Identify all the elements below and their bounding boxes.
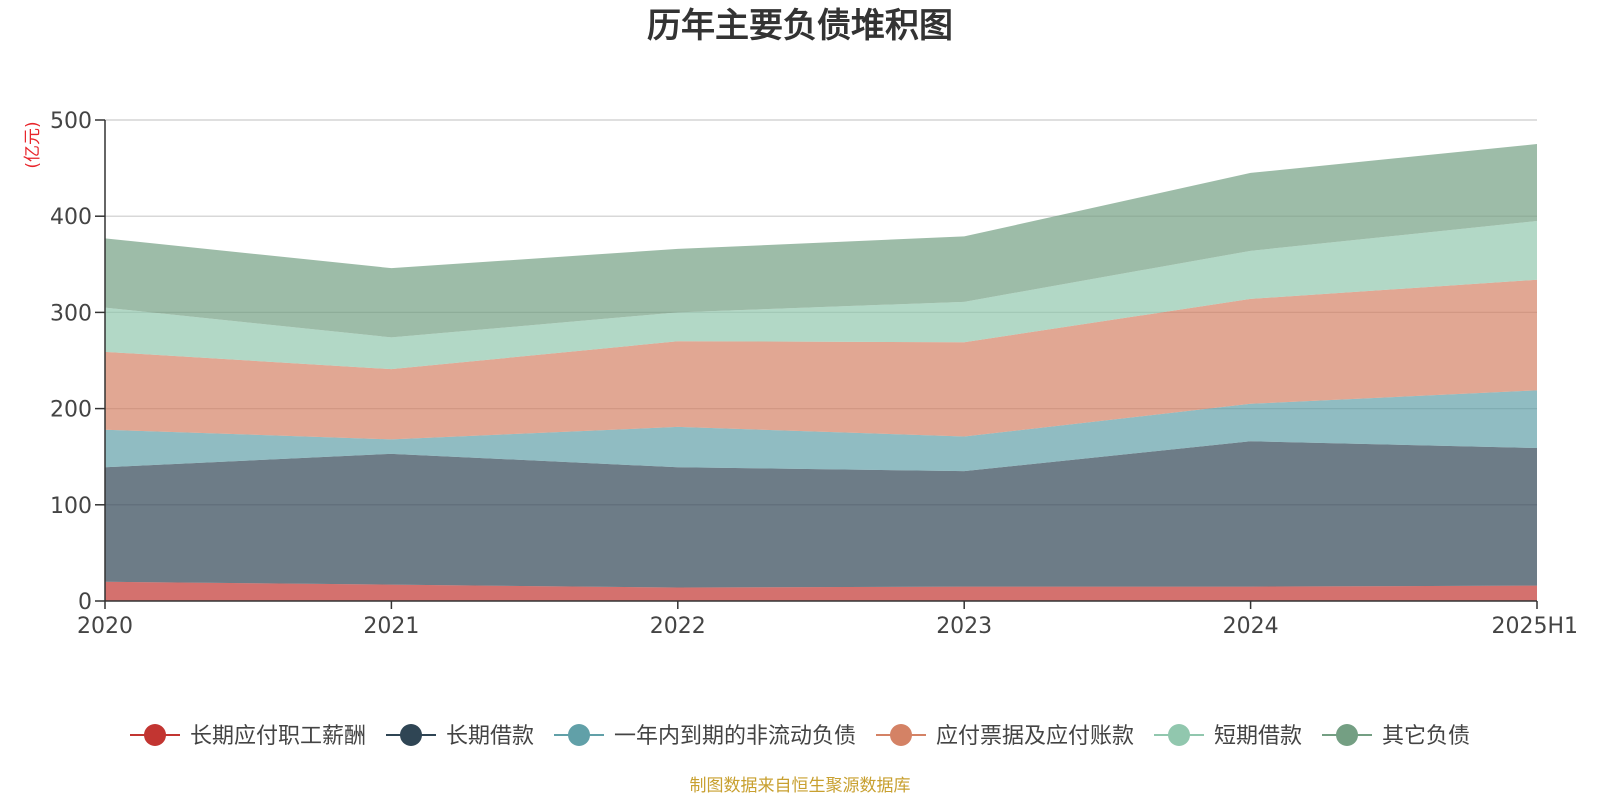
area-series-2 [105,390,1537,472]
area-series-3 [105,279,1537,440]
y-tick-label-400: 400 [50,205,92,230]
legend[interactable]: 长期应付职工薪酬 长期借款 一年内到期的非流动负债 应付票据及应付账款 短期借款 其它负债 [130,724,1470,749]
x-tick-label-2020: 2020 [77,614,133,639]
legend-item-4[interactable]: 短期借款 [1154,724,1302,749]
y-tick-label-0: 0 [78,590,92,615]
x-tick-label-2021: 2021 [363,614,419,639]
area-series [105,144,1537,601]
legend-label: 长期应付职工薪酬 [190,724,366,749]
legend-item-0[interactable]: 长期应付职工薪酬 [130,724,366,749]
legend-circle-icon [400,724,422,746]
legend-circle-icon [890,724,912,746]
legend-item-2[interactable]: 一年内到期的非流动负债 [554,724,856,749]
chart-title: 历年主要负债堆积图 [647,6,953,46]
x-tick-label-2023: 2023 [936,614,992,639]
legend-label: 应付票据及应付账款 [936,724,1134,749]
legend-label: 短期借款 [1214,724,1302,749]
y-tick-label-200: 200 [50,398,92,423]
area-series-1 [105,441,1537,588]
y-tick-label-100: 100 [50,494,92,519]
area-series-4 [105,221,1537,370]
y-tick-label-300: 300 [50,301,92,326]
area-series-5 [105,144,1537,338]
legend-label: 长期借款 [446,724,534,749]
legend-item-1[interactable]: 长期借款 [386,724,534,749]
y-axis-unit: (亿元) [23,121,43,168]
x-tick-label-2022: 2022 [650,614,706,639]
x-tick-label-2025H1: 2025H1 [1491,614,1578,639]
legend-label: 其它负债 [1382,724,1470,749]
axes: 0 100 200 300 400 500 2020 2021 2022 2023 2024 2025… [50,109,1578,639]
legend-circle-icon [568,724,590,746]
y-tick-label-500: 500 [50,109,92,134]
legend-label: 一年内到期的非流动负债 [614,724,856,749]
legend-item-3[interactable]: 应付票据及应付账款 [876,724,1134,749]
data-source-note: 制图数据来自恒生聚源数据库 [690,776,911,796]
x-tick-label-2024: 2024 [1223,614,1279,639]
legend-circle-icon [1168,724,1190,746]
legend-circle-icon [1336,724,1358,746]
legend-item-5[interactable]: 其它负债 [1322,724,1470,749]
legend-circle-icon [144,724,166,746]
